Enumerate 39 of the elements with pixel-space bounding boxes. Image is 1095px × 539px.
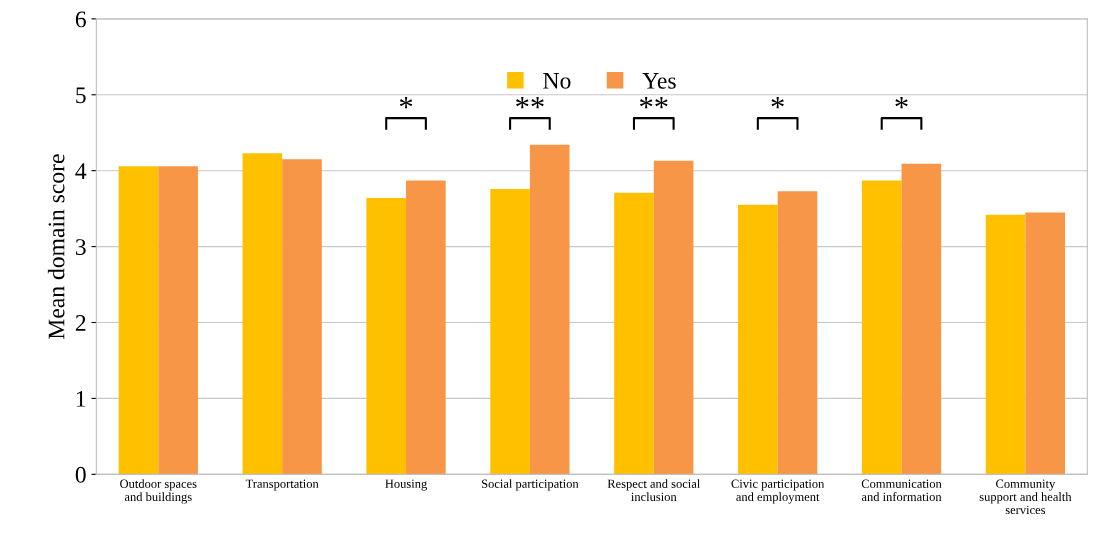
y-tick-label: 4 xyxy=(75,163,87,179)
bar xyxy=(861,180,902,475)
bar xyxy=(614,192,654,475)
y-tick-label: 5 xyxy=(76,87,86,104)
x-tick-label: Communication and information xyxy=(861,479,942,502)
y-tick-label: 2 xyxy=(75,315,86,331)
bar xyxy=(1025,212,1066,475)
bar xyxy=(490,188,530,475)
y-tick-label: 3 xyxy=(75,239,86,256)
legend-label: No xyxy=(543,73,571,89)
bar xyxy=(653,160,694,475)
x-tick-label: Housing xyxy=(385,479,427,491)
bar xyxy=(118,166,159,475)
legend-label: Yes xyxy=(642,73,676,89)
bar xyxy=(777,191,818,475)
x-tick-label: Transportation xyxy=(245,479,319,491)
bar xyxy=(158,166,198,475)
y-tick-label: 0 xyxy=(75,466,86,483)
bar xyxy=(242,153,283,475)
x-tick-label: Social participation xyxy=(481,479,579,491)
bar xyxy=(985,214,1026,475)
annotation: * xyxy=(895,97,908,109)
annotation: * xyxy=(399,97,413,109)
annotation: ** xyxy=(516,97,544,109)
bar xyxy=(366,198,407,475)
x-tick-label: Community support and health services xyxy=(979,479,1072,515)
annotation: ** xyxy=(640,97,668,109)
annotation: * xyxy=(771,97,784,109)
y-axis-title: Mean domain score xyxy=(47,154,65,340)
bar xyxy=(529,144,570,475)
bar xyxy=(901,163,942,475)
x-tick-label: Civic participation and employment xyxy=(731,479,825,504)
bar xyxy=(738,204,778,475)
x-tick-label: Respect and social inclusion xyxy=(607,479,701,502)
bar xyxy=(406,180,446,475)
x-tick-label: Outdoor spaces and buildings xyxy=(120,479,197,504)
y-tick-label: 1 xyxy=(76,391,86,407)
y-tick-label: 6 xyxy=(75,11,86,28)
bar xyxy=(282,159,322,475)
